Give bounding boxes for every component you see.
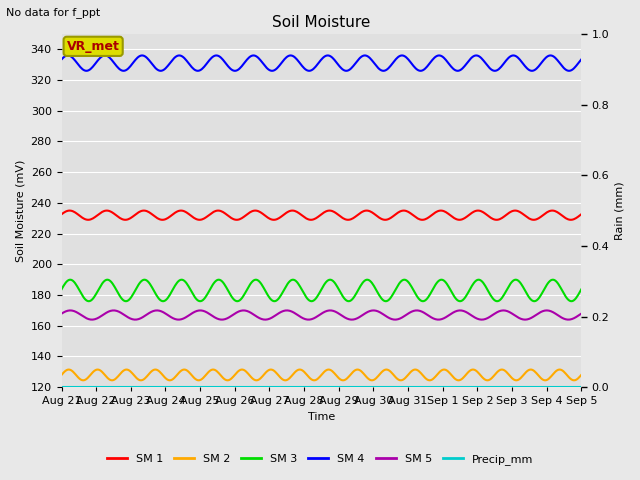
- Text: No data for f_ppt: No data for f_ppt: [6, 7, 100, 18]
- Y-axis label: Soil Moisture (mV): Soil Moisture (mV): [15, 159, 25, 262]
- Legend: SM 1, SM 2, SM 3, SM 4, SM 5, Precip_mm: SM 1, SM 2, SM 3, SM 4, SM 5, Precip_mm: [102, 450, 538, 469]
- Title: Soil Moisture: Soil Moisture: [272, 15, 371, 30]
- Text: VR_met: VR_met: [67, 40, 120, 53]
- Y-axis label: Rain (mm): Rain (mm): [615, 181, 625, 240]
- X-axis label: Time: Time: [308, 412, 335, 422]
